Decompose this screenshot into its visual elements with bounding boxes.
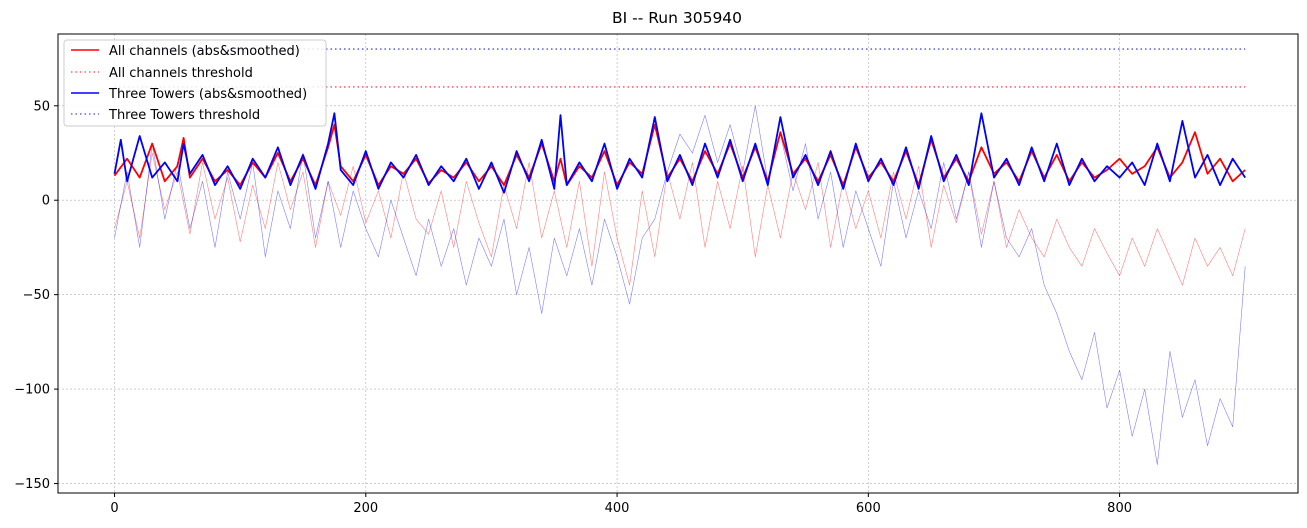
x-tick-label: 0 [110,501,118,516]
grid [58,34,1298,493]
legend-box [63,39,327,127]
legend-label-three-towers-threshold: Three Towers threshold [108,108,260,123]
y-tick-label: −150 [14,477,50,492]
series-three-towers-raw [114,105,1246,466]
x-axis: 0 200 400 600 800 [110,493,1132,516]
x-tick-label: 800 [1107,501,1132,516]
series-group [113,48,1246,466]
y-axis: −150 −100 −50 0 50 [14,99,58,492]
series-three-towers-smoothed [113,112,1246,194]
x-tick-label: 600 [856,501,881,516]
legend-label-three-towers: Three Towers (abs&smoothed) [108,87,307,102]
plot-frame [57,33,1299,494]
chart-title: BI -- Run 305940 [612,9,742,27]
legend: All channels (abs&smoothed) All channels… [63,39,327,127]
x-tick-label: 400 [605,501,630,516]
series-all-channels-raw [114,152,1246,286]
y-tick-label: 0 [42,194,50,209]
y-tick-label: −100 [14,383,50,398]
y-tick-label: −50 [23,288,50,303]
x-tick-label: 200 [353,501,378,516]
legend-label-all-channels-threshold: All channels threshold [109,66,253,81]
y-tick-label: 50 [33,99,50,114]
legend-label-all-channels: All channels (abs&smoothed) [109,44,300,59]
